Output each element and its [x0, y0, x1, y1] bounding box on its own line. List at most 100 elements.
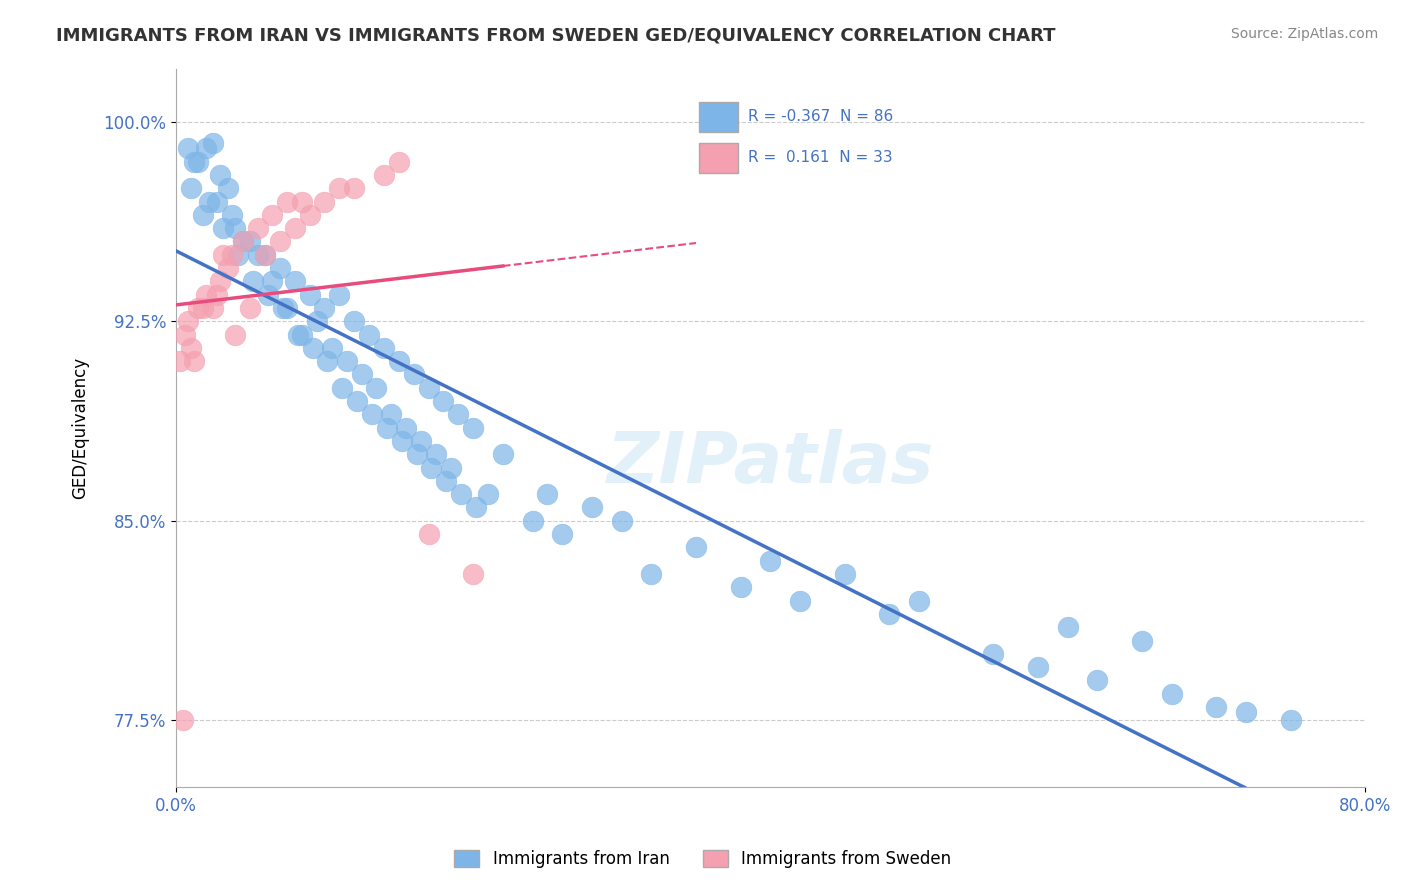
Point [314, 194, 336, 209]
Point [201, 301, 224, 315]
Legend: Immigrants from Iran, Immigrants from Sweden: Immigrants from Iran, Immigrants from Sw… [449, 843, 957, 875]
Point [981, 647, 1004, 661]
Point [536, 487, 558, 501]
Point [217, 181, 239, 195]
Point [201, 136, 224, 150]
Point [420, 460, 443, 475]
Point [877, 607, 900, 621]
Point [465, 500, 488, 515]
Point [343, 314, 366, 328]
Point [328, 181, 350, 195]
Point [314, 301, 336, 315]
Point [1085, 673, 1108, 688]
Point [336, 354, 359, 368]
Point [172, 714, 194, 728]
Point [183, 354, 205, 368]
Point [239, 235, 262, 249]
Point [301, 341, 323, 355]
Point [1160, 687, 1182, 701]
Point [194, 141, 217, 155]
Point [492, 447, 515, 461]
Point [224, 327, 246, 342]
Point [1056, 620, 1078, 634]
Point [232, 235, 254, 249]
Point [169, 354, 191, 368]
Point [375, 420, 398, 434]
Point [450, 487, 472, 501]
Point [269, 235, 291, 249]
Point [1026, 660, 1049, 674]
Point [209, 274, 232, 288]
Point [440, 460, 463, 475]
Point [1279, 714, 1302, 728]
Text: Source: ZipAtlas.com: Source: ZipAtlas.com [1230, 27, 1378, 41]
Point [361, 408, 384, 422]
Point [246, 248, 269, 262]
Point [305, 314, 328, 328]
Point [418, 527, 440, 541]
Point [373, 341, 395, 355]
Point [173, 327, 195, 342]
Point [447, 408, 470, 422]
Point [730, 580, 752, 594]
Point [581, 500, 603, 515]
Point [522, 514, 544, 528]
Point [217, 261, 239, 276]
Point [180, 181, 202, 195]
Point [298, 287, 321, 301]
Point [432, 394, 454, 409]
Point [212, 248, 235, 262]
Point [395, 420, 418, 434]
Point [253, 248, 276, 262]
Point [183, 154, 205, 169]
Point [434, 474, 457, 488]
Point [284, 274, 307, 288]
Point [287, 327, 309, 342]
Point [1205, 700, 1227, 714]
Point [409, 434, 432, 448]
Point [908, 593, 931, 607]
Point [239, 301, 262, 315]
Point [253, 248, 276, 262]
Point [298, 208, 321, 222]
Point [276, 301, 298, 315]
Point [477, 487, 499, 501]
Point [197, 194, 219, 209]
Point [350, 368, 373, 382]
Point [346, 394, 368, 409]
Point [405, 447, 427, 461]
Point [380, 408, 402, 422]
Point [418, 381, 440, 395]
Point [685, 541, 707, 555]
Point [226, 248, 249, 262]
Point [187, 154, 209, 169]
Point [187, 301, 209, 315]
Point [388, 354, 411, 368]
Point [425, 447, 447, 461]
Point [242, 274, 264, 288]
Point [276, 194, 298, 209]
Point [224, 221, 246, 235]
Point [1234, 706, 1257, 720]
Text: ZIPatlas: ZIPatlas [606, 429, 934, 498]
Point [221, 208, 243, 222]
Point [269, 261, 291, 276]
Point [834, 567, 856, 582]
Point [177, 314, 200, 328]
Point [316, 354, 339, 368]
Point [328, 287, 350, 301]
Point [212, 221, 235, 235]
Point [284, 221, 307, 235]
Point [246, 221, 269, 235]
Point [461, 567, 484, 582]
Point [461, 420, 484, 434]
Point [402, 368, 425, 382]
Point [207, 287, 229, 301]
Point [330, 381, 353, 395]
Text: IMMIGRANTS FROM IRAN VS IMMIGRANTS FROM SWEDEN GED/EQUIVALENCY CORRELATION CHART: IMMIGRANTS FROM IRAN VS IMMIGRANTS FROM … [56, 27, 1056, 45]
Point [271, 301, 294, 315]
Point [180, 341, 202, 355]
Point [262, 208, 284, 222]
Point [291, 194, 314, 209]
Point [1130, 633, 1153, 648]
